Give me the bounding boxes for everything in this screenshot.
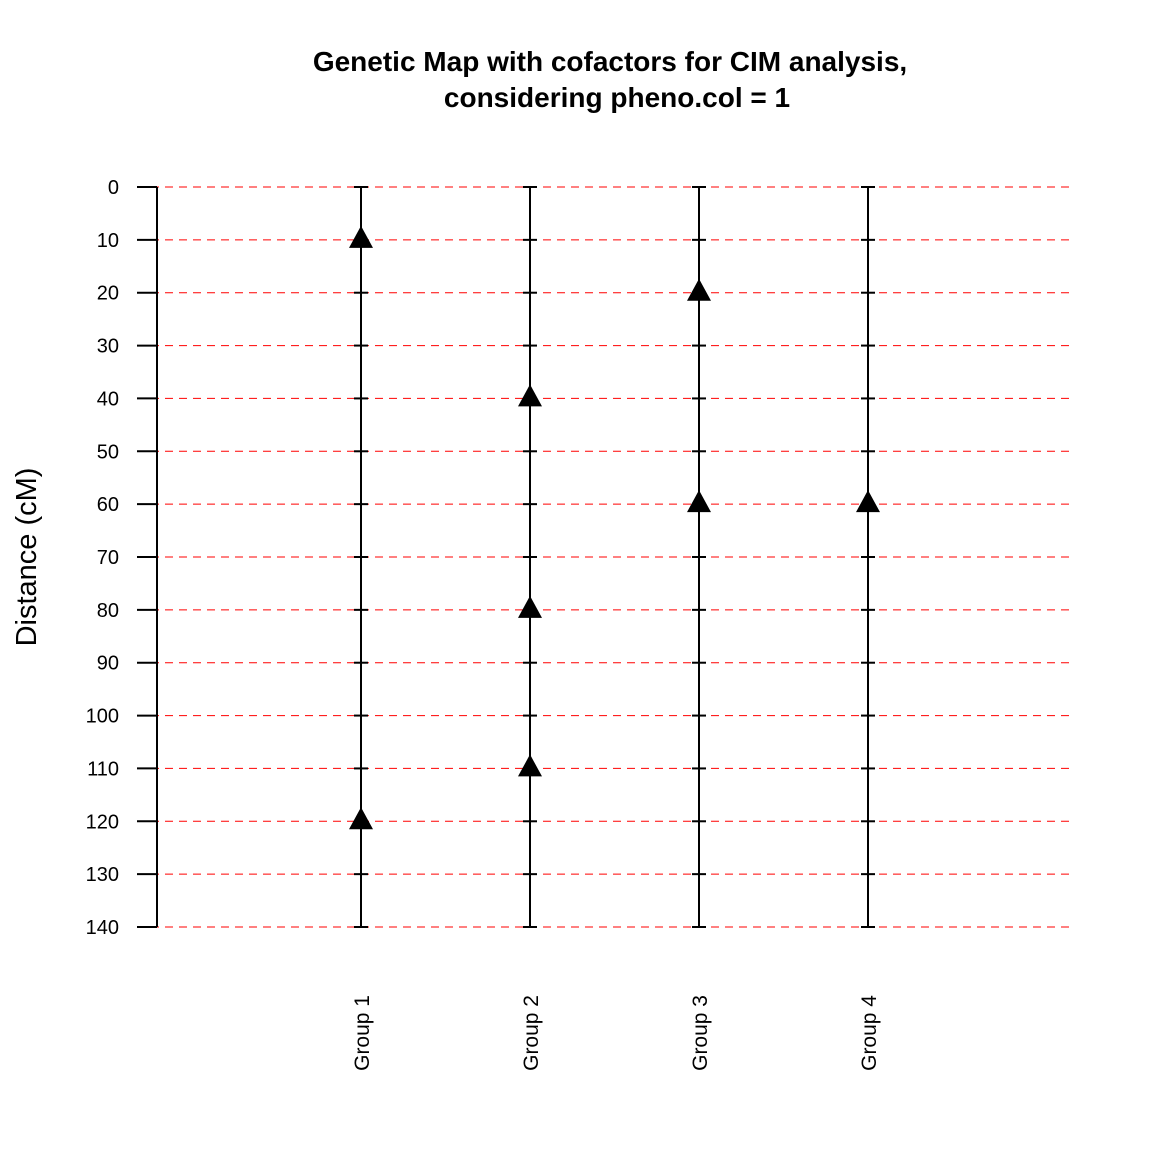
y-tick-label: 0 [108,177,119,199]
y-tick-label: 80 [97,600,119,622]
linkage-group-1: Group 1 [349,186,374,1071]
group-label: Group 3 [689,995,712,1071]
y-tick-label: 90 [97,653,119,675]
cofactor-marker [687,490,711,513]
cofactor-marker [518,384,542,407]
cofactor-marker [349,807,373,830]
cofactor-marker [349,225,373,248]
group-label: Group 4 [858,995,881,1071]
y-tick-label: 70 [97,547,119,569]
y-tick-label: 30 [97,336,119,358]
linkage-groups: Group 1 Group 2 Group 3 Group 4 [349,186,881,1071]
group-label: Group 1 [351,995,374,1071]
y-tick-label: 110 [87,758,119,780]
chart-subtitle: considering pheno.col = 1 [444,82,790,113]
cofactor-marker [687,278,711,301]
grid-layer [137,186,1072,928]
y-tick-label: 10 [97,230,119,252]
y-tick-label: 20 [97,283,119,305]
linkage-group-3: Group 3 [687,186,712,1071]
chart-title: Genetic Map with cofactors for CIM analy… [313,46,907,77]
y-tick-label: 120 [86,811,119,833]
y-tick-label: 100 [86,706,119,728]
group-label: Group 2 [520,995,543,1071]
y-tick-label: 140 [86,917,119,939]
cofactor-marker [518,595,542,618]
linkage-group-4: Group 4 [856,186,881,1071]
y-axis-title: Distance (cM) [11,468,43,647]
y-tick-label: 50 [97,441,119,463]
y-axis: 0 10 20 30 40 50 60 70 80 90 100 110 120 130 140 [86,177,158,939]
cofactor-marker [856,490,880,513]
y-tick-label: 130 [86,864,119,886]
cofactor-marker [518,754,542,777]
linkage-group-2: Group 2 [518,186,543,1071]
y-tick-label: 40 [97,388,119,410]
y-tick-label: 60 [97,494,119,516]
